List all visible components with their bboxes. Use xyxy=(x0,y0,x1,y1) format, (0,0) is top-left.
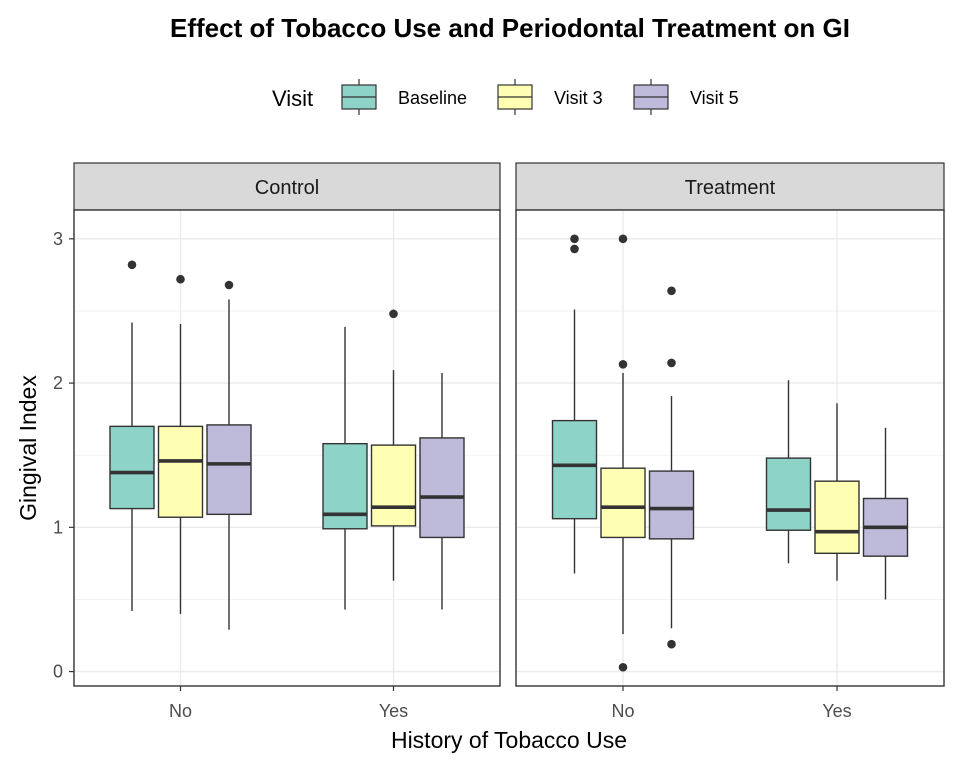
box-visit-3 xyxy=(157,274,204,614)
x-axis-label: History of Tobacco Use xyxy=(391,727,627,753)
box-visit-5 xyxy=(648,286,695,649)
box-baseline xyxy=(551,234,598,574)
outlier-point xyxy=(570,244,579,254)
outlier-point xyxy=(176,274,185,284)
chart-panels: Control No Yes 0 1 2 3 Treatment No Yes xyxy=(53,162,945,721)
box-body xyxy=(206,424,252,516)
outlier-point xyxy=(570,234,579,244)
panel-border xyxy=(515,209,945,687)
legend-title: Visit xyxy=(272,86,313,111)
box-visit-5 xyxy=(206,280,252,630)
box-visit-5 xyxy=(419,372,465,610)
box-body xyxy=(551,419,598,520)
y-tick-label: 2 xyxy=(53,373,63,393)
outlier-point xyxy=(389,309,398,319)
box-visit-3 xyxy=(600,234,646,672)
outlier-point xyxy=(127,260,137,270)
legend: Baseline Visit 3 Visit 5 xyxy=(341,79,739,115)
box-visit-3 xyxy=(370,309,417,581)
legend-item: Baseline xyxy=(341,79,467,115)
panel-treatment: Treatment No Yes xyxy=(515,162,945,721)
chart-title: Effect of Tobacco Use and Periodontal Tr… xyxy=(170,13,850,43)
legend-label: Baseline xyxy=(398,88,467,108)
panel-strip xyxy=(73,162,501,211)
outlier-point xyxy=(667,358,676,368)
box-baseline xyxy=(765,380,812,564)
outlier-point xyxy=(618,662,628,672)
y-tick-label: 3 xyxy=(53,229,63,249)
panel-strip-label: Treatment xyxy=(685,177,776,199)
legend-item: Visit 5 xyxy=(633,79,739,115)
box-baseline xyxy=(322,326,368,610)
outlier-point xyxy=(618,360,628,369)
box-visit-3 xyxy=(814,403,860,581)
outlier-point xyxy=(667,639,676,649)
panel-control: Control No Yes 0 1 2 3 xyxy=(53,162,501,721)
outlier-point xyxy=(224,280,234,290)
y-axis-label: Gingival Index xyxy=(15,375,41,521)
box-body xyxy=(419,437,465,539)
x-tick-label: Yes xyxy=(379,701,408,721)
legend-item: Visit 3 xyxy=(497,79,603,115)
outlier-point xyxy=(667,286,676,296)
box-body xyxy=(157,425,204,518)
x-tick-label: Yes xyxy=(822,701,851,721)
panel-strip xyxy=(515,162,945,211)
outlier-point xyxy=(618,234,628,244)
y-tick-label: 1 xyxy=(53,517,63,537)
box-body xyxy=(814,480,860,554)
y-tick-label: 0 xyxy=(53,662,63,682)
box-body xyxy=(648,470,695,540)
legend-label: Visit 3 xyxy=(554,88,603,108)
x-tick-label: No xyxy=(169,701,192,721)
box-body xyxy=(765,457,812,531)
box-body xyxy=(370,444,417,527)
legend-label: Visit 5 xyxy=(690,88,739,108)
box-body xyxy=(600,467,646,539)
panel-strip-label: Control xyxy=(255,177,319,199)
panel-border xyxy=(73,209,501,687)
box-body xyxy=(109,425,155,510)
box-baseline xyxy=(109,260,155,611)
box-visit-5 xyxy=(862,427,909,600)
x-tick-label: No xyxy=(611,701,634,721)
